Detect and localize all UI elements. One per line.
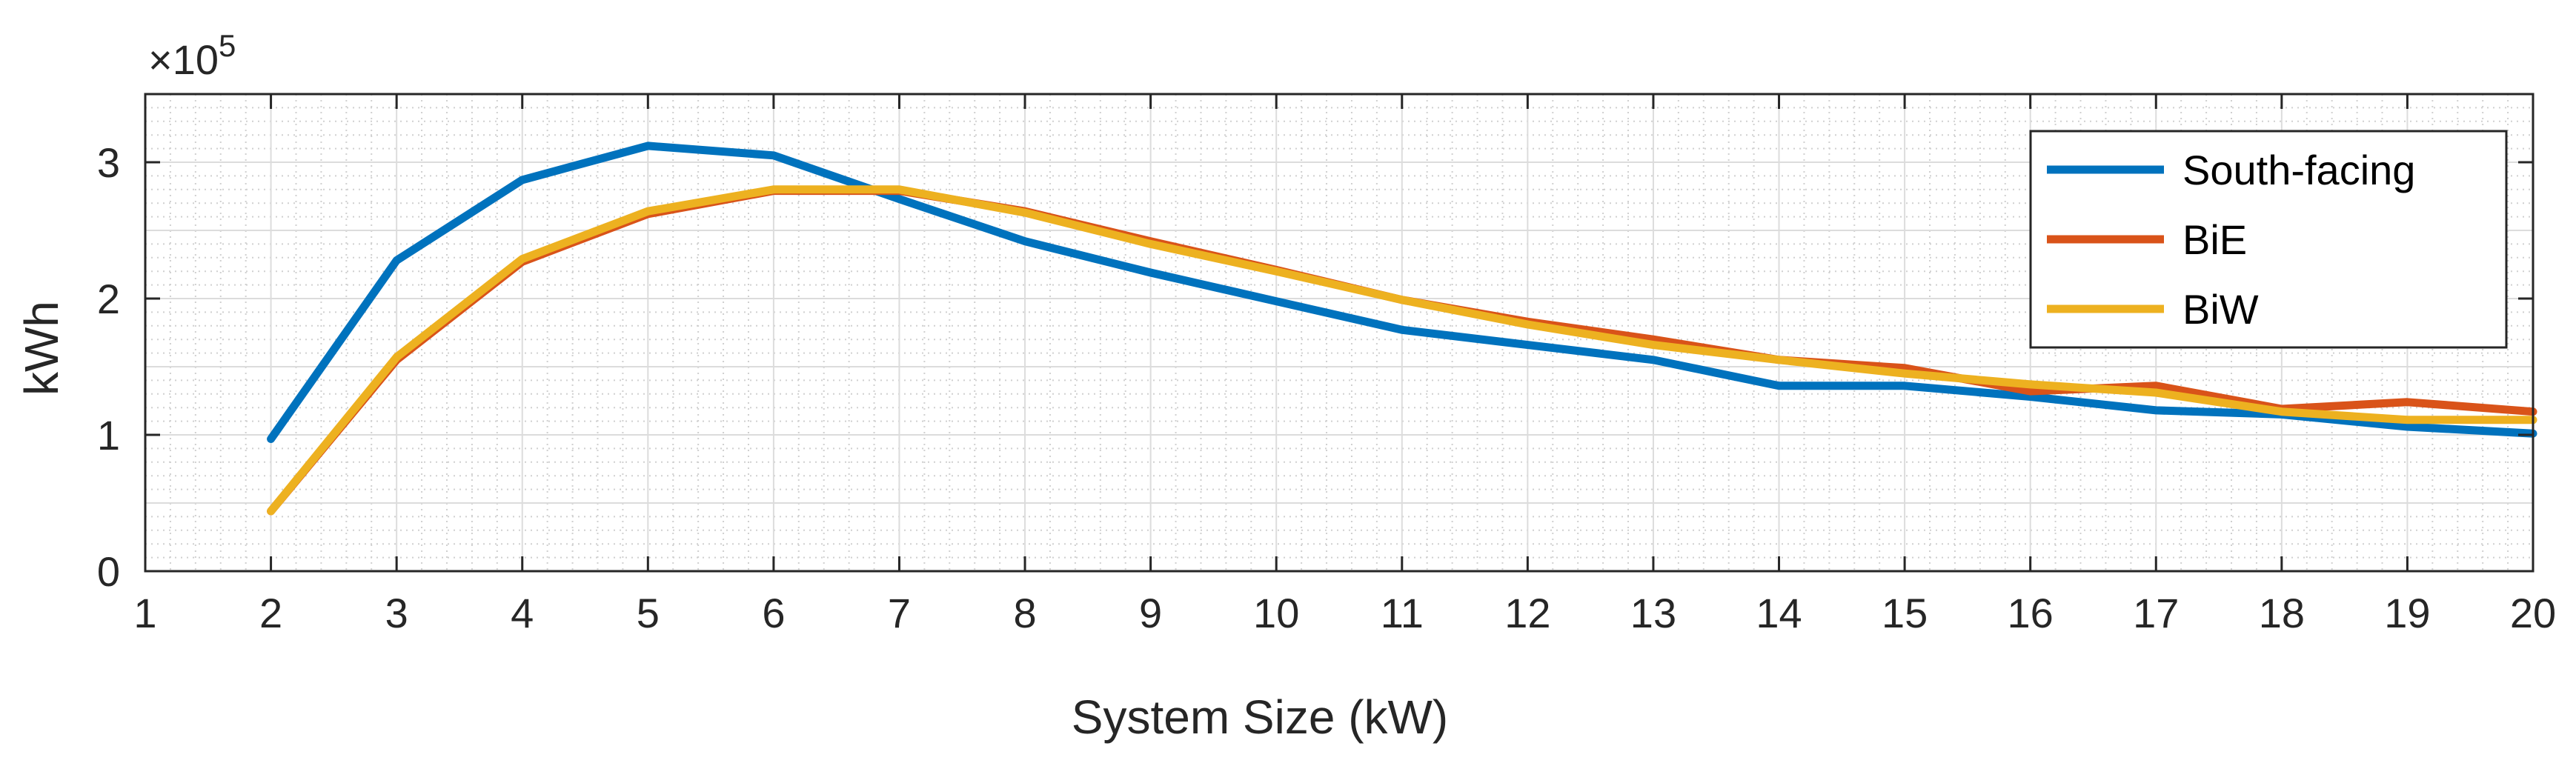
y-tick-labels: 0 1 2 3	[97, 139, 120, 595]
y-axis-label: kWh	[15, 301, 68, 396]
x-tick-label: 10	[1253, 590, 1299, 636]
legend-label-3: BiW	[2182, 286, 2259, 333]
y-tick-label: 1	[97, 412, 120, 459]
x-tick-label: 8	[1013, 590, 1036, 636]
plot-frame	[144, 93, 2534, 573]
y-tick-label: 3	[97, 139, 120, 186]
tick-marks	[144, 94, 2534, 573]
legend: South-facing BiE BiW	[2029, 130, 2508, 349]
y-exponent-prefix: ×10	[148, 36, 219, 83]
x-tick-label: 1	[133, 590, 156, 636]
x-tick-label: 13	[1630, 590, 1676, 636]
y-tick-label: 0	[97, 548, 120, 595]
x-axis-label: System Size (kW)	[1072, 690, 1448, 744]
x-tick-label: 4	[511, 590, 534, 636]
x-tick-label: 17	[2133, 590, 2179, 636]
series-line-1	[267, 141, 2537, 443]
y-exponent-label: ×105	[148, 28, 236, 83]
legend-label-1: South-facing	[2182, 147, 2415, 193]
x-tick-label: 16	[2008, 590, 2054, 636]
x-tick-label: 11	[1381, 590, 1424, 636]
x-tick-label: 5	[637, 590, 660, 636]
x-tick-labels: 1 2 3 4 5 6 7 8 9 10 11 12 13 14 15 16 17 18 19 20	[133, 590, 2556, 636]
series-lines	[267, 141, 2537, 516]
x-tick-label: 18	[2259, 590, 2305, 636]
x-tick-label: 3	[385, 590, 408, 636]
x-tick-label: 9	[1139, 590, 1162, 636]
x-tick-label: 15	[1882, 590, 1928, 636]
legend-label-2: BiE	[2182, 216, 2247, 263]
x-tick-label: 6	[762, 590, 785, 636]
minor-grid	[145, 94, 2533, 571]
x-tick-label: 14	[1756, 590, 1802, 636]
series-line-3	[267, 185, 2537, 516]
x-tick-label: 19	[2384, 590, 2430, 636]
x-tick-label: 20	[2510, 590, 2556, 636]
x-tick-label: 2	[259, 590, 282, 636]
y-tick-label: 2	[97, 276, 120, 322]
x-tick-label: 7	[888, 590, 911, 636]
x-tick-label: 12	[1504, 590, 1550, 636]
y-exponent-power: 5	[219, 28, 236, 63]
